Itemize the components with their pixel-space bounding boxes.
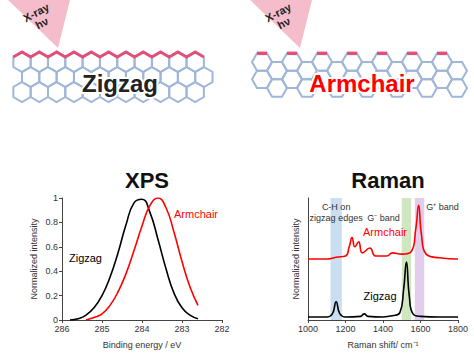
svg-text:Zigzag: Zigzag: [82, 70, 158, 97]
svg-text:Armchair: Armchair: [174, 208, 218, 220]
svg-text:1400: 1400: [373, 324, 393, 334]
svg-text:282: 282: [214, 324, 229, 334]
svg-text:Raman shift/ cm⁻¹: Raman shift/ cm⁻¹: [347, 340, 418, 350]
svg-text:0.4: 0.4: [45, 266, 58, 276]
svg-text:XPS: XPS: [125, 168, 169, 193]
svg-text:1: 1: [53, 193, 58, 203]
svg-text:Armchair: Armchair: [363, 226, 407, 238]
svg-text:G⁻ band: G⁻ band: [367, 213, 400, 223]
svg-text:284: 284: [134, 324, 149, 334]
svg-text:Zigzag: Zigzag: [363, 290, 396, 302]
svg-text:1800: 1800: [448, 324, 468, 334]
svg-text:1000: 1000: [298, 324, 318, 334]
svg-text:zigzag edges: zigzag edges: [310, 213, 364, 223]
svg-text:1200: 1200: [335, 324, 355, 334]
svg-text:286: 286: [54, 324, 69, 334]
svg-text:hν: hν: [275, 15, 292, 32]
svg-text:Normalized intensity: Normalized intensity: [291, 218, 301, 300]
svg-text:0.2: 0.2: [45, 291, 58, 301]
svg-text:C-H on: C-H on: [322, 202, 351, 212]
svg-text:hν: hν: [33, 15, 50, 32]
svg-text:G⁺ band: G⁺ band: [426, 202, 459, 212]
svg-text:0.8: 0.8: [45, 217, 58, 227]
svg-text:X-ray: X-ray: [21, 0, 52, 24]
svg-text:Zigzag: Zigzag: [69, 252, 102, 264]
svg-text:Armchair: Armchair: [309, 70, 414, 97]
svg-text:Raman: Raman: [351, 168, 424, 193]
svg-text:0: 0: [53, 315, 58, 325]
svg-text:283: 283: [174, 324, 189, 334]
svg-text:0.6: 0.6: [45, 242, 58, 252]
svg-text:285: 285: [94, 324, 109, 334]
svg-text:X-ray: X-ray: [263, 0, 294, 24]
svg-text:Normalized intensity: Normalized intensity: [29, 218, 39, 300]
svg-text:1600: 1600: [410, 324, 430, 334]
svg-text:Binding energy / eV: Binding energy / eV: [103, 340, 182, 350]
